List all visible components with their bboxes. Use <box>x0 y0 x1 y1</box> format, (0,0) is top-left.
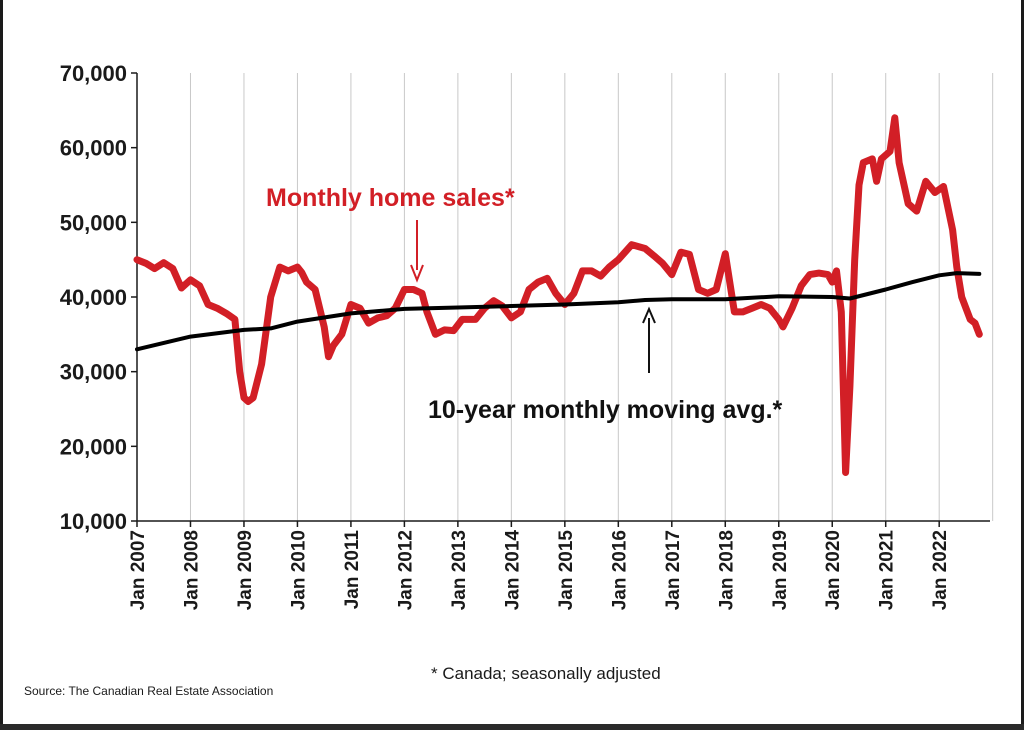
axes <box>131 72 990 527</box>
x-tick-label: Jan 2011 <box>342 530 363 610</box>
x-tick-label: Jan 2019 <box>770 530 791 610</box>
x-tick-label: Jan 2020 <box>823 530 844 610</box>
moving-average-line <box>135 271 982 352</box>
frame-edge-right <box>1021 0 1024 730</box>
monthly-sales-arrow-head <box>410 264 424 283</box>
x-tick-label: Jan 2016 <box>609 530 630 610</box>
y-tick-label: 40,000 <box>60 285 127 310</box>
source-note: Source: The Canadian Real Estate Associa… <box>24 684 274 698</box>
moving-avg-arrow-head <box>642 306 656 324</box>
x-tick-label: Jan 2012 <box>395 530 416 610</box>
y-tick-labels: 10,000 20,000 30,000 40,000 50,000 60,000 70,0… <box>60 61 127 534</box>
frame-edge-bottom <box>0 724 1024 730</box>
y-tick-label: 30,000 <box>60 360 127 385</box>
monthly-home-sales-line <box>133 114 983 476</box>
footnote: * Canada; seasonally adjusted <box>431 664 661 683</box>
y-tick-label: 20,000 <box>60 434 127 459</box>
grid-lines <box>136 73 994 521</box>
x-tick-labels: Jan 2007 Jan 2008 Jan 2009 Jan 2010 Jan 2011… <box>128 530 951 611</box>
x-tick-label: Jan 2022 <box>930 530 951 610</box>
x-tick-label: Jan 2009 <box>235 530 256 610</box>
series-lines <box>133 114 983 476</box>
y-tick-label: 60,000 <box>60 136 127 161</box>
x-tick-label: Jan 2010 <box>288 530 309 610</box>
x-tick-label: Jan 2014 <box>502 530 523 611</box>
frame-edge-left <box>0 0 3 730</box>
y-tick-label: 70,000 <box>60 61 127 86</box>
annotations: Monthly home sales* 10-year monthly movi… <box>266 184 783 424</box>
monthly-sales-annotation: Monthly home sales* <box>266 184 515 212</box>
x-tick-label: Jan 2017 <box>663 530 684 610</box>
x-tick-label: Jan 2021 <box>877 530 898 611</box>
x-tick-label: Jan 2013 <box>449 530 470 610</box>
moving-avg-annotation: 10-year monthly moving avg.* <box>428 396 783 424</box>
x-tick-label: Jan 2018 <box>716 530 737 610</box>
y-tick-label: 50,000 <box>60 210 127 235</box>
x-tick-label: Jan 2007 <box>128 530 149 610</box>
y-tick-label: 10,000 <box>60 509 127 534</box>
x-tick-label: Jan 2008 <box>181 530 202 610</box>
x-tick-label: Jan 2015 <box>556 530 577 611</box>
